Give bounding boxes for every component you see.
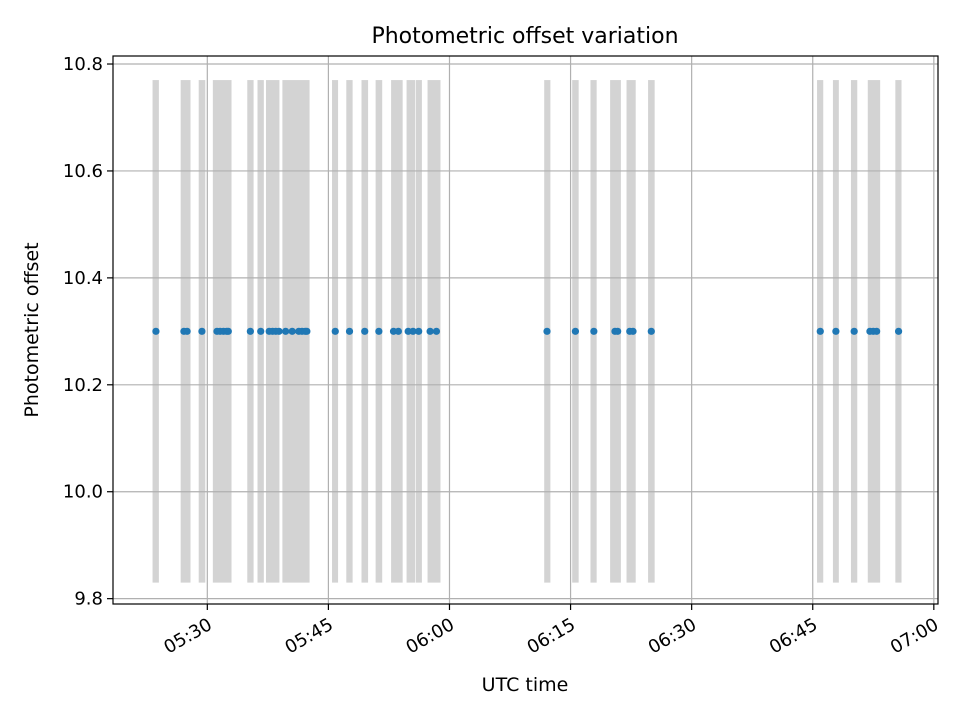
offset-point [345, 327, 354, 335]
offset-point [894, 327, 903, 335]
offset-point [303, 327, 311, 335]
offset-point [152, 327, 160, 335]
y-tick-label: 10.8 [63, 54, 103, 75]
offset-points [152, 327, 903, 335]
offset-point [409, 327, 417, 335]
offset-point [832, 327, 840, 335]
y-tick-label: 10.0 [63, 482, 103, 503]
y-axis-ticks: 9.8 10.0 10.2 10.4 10.6 10.8 [63, 54, 113, 610]
offset-point [647, 327, 655, 335]
offset-point [614, 327, 622, 335]
offset-point [224, 327, 232, 335]
offset-point [288, 327, 296, 335]
x-tick-label: 05:45 [281, 614, 336, 658]
offset-point [873, 327, 881, 335]
offset-point [282, 327, 290, 335]
offset-point [246, 327, 254, 335]
x-tick-label: 06:15 [524, 614, 579, 658]
plot-frame [112, 55, 939, 605]
exposure-bands [152, 80, 902, 583]
offset-point [432, 327, 441, 335]
offset-point [816, 327, 824, 335]
y-tick-label: 9.8 [74, 589, 103, 610]
x-axis-ticks: 05:30 05:45 06:00 06:15 06:30 06:45 07:00 [160, 604, 942, 658]
offset-point [415, 327, 423, 335]
offset-point [543, 327, 551, 335]
y-tick-label: 10.6 [63, 161, 103, 182]
x-tick-label: 06:30 [645, 614, 700, 658]
grid-lines [113, 56, 938, 604]
x-tick-label: 05:30 [160, 614, 215, 658]
x-tick-label: 06:00 [403, 614, 458, 658]
offset-point [375, 327, 383, 335]
offset-point [590, 327, 598, 335]
y-tick-label: 10.4 [63, 268, 103, 289]
y-axis-label: Photometric offset [21, 242, 43, 417]
offset-point [257, 327, 265, 335]
x-tick-label: 06:45 [766, 614, 821, 658]
chart-title: Photometric offset variation [371, 24, 678, 49]
offset-point [394, 327, 402, 335]
y-tick-label: 10.2 [63, 375, 103, 396]
offset-point [629, 327, 637, 335]
offset-point [426, 327, 434, 335]
offset-point [183, 327, 191, 335]
offset-point [331, 327, 339, 335]
x-axis-label: UTC time [482, 674, 569, 696]
offset-point [361, 327, 369, 335]
offset-point [571, 327, 580, 335]
offset-point [850, 327, 858, 335]
x-tick-label: 07:00 [887, 614, 942, 658]
offset-point [275, 327, 283, 335]
offset-point [198, 327, 206, 335]
